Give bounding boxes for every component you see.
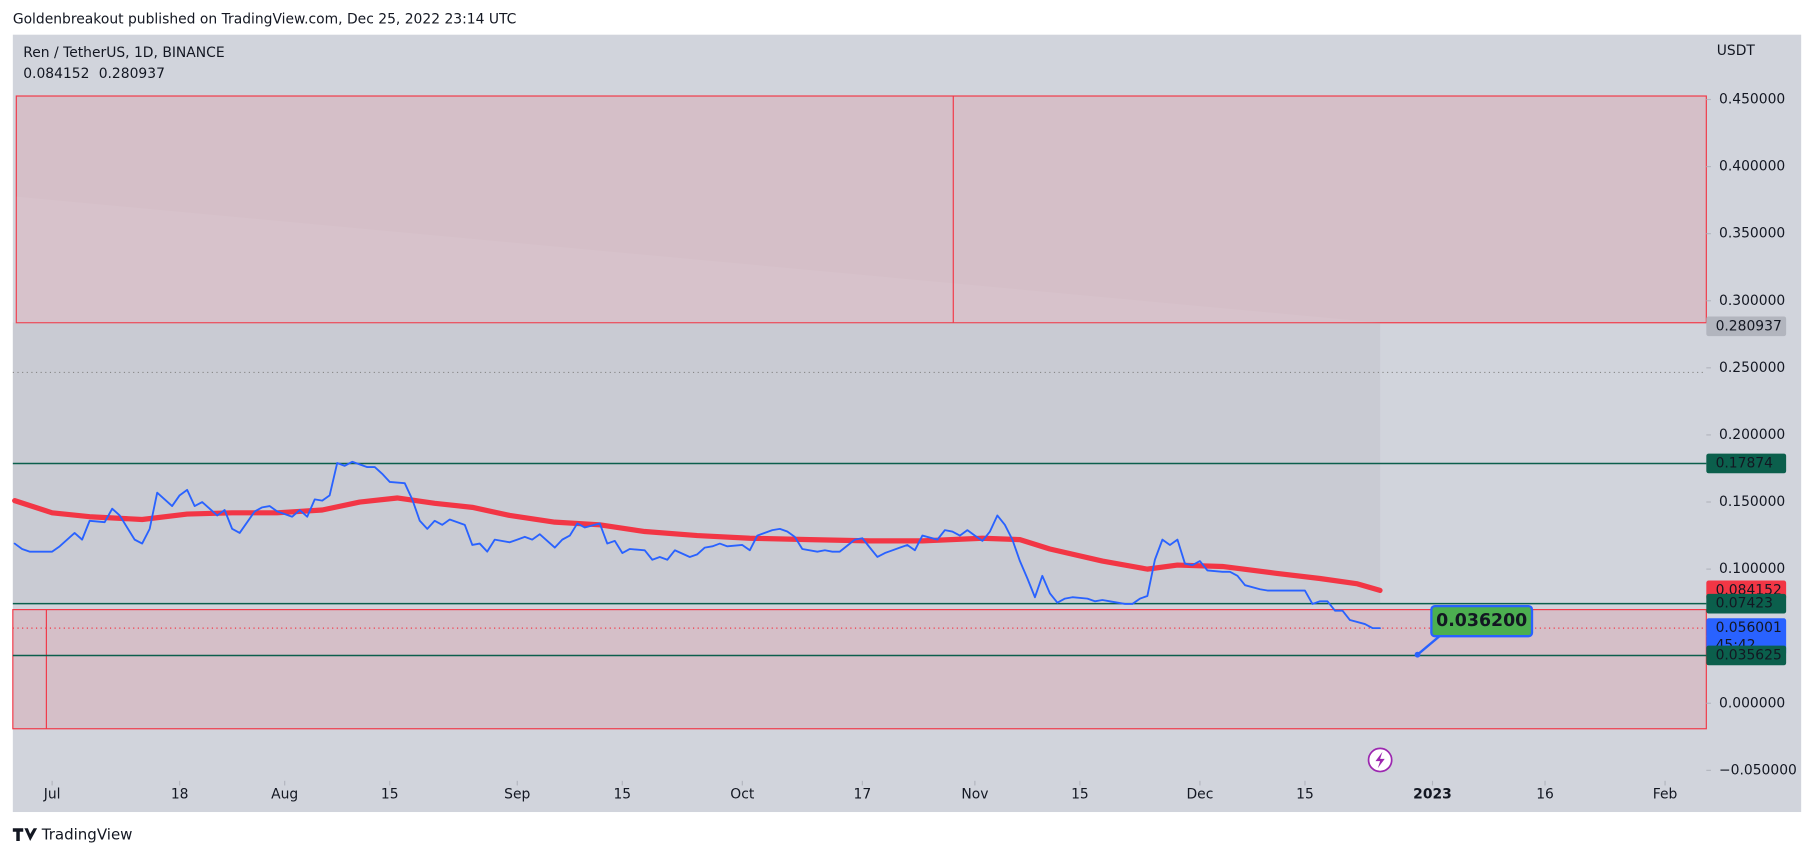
y-tick-label: 0.300000 — [1719, 293, 1785, 309]
x-tick-label: Jul — [43, 787, 61, 803]
callout-label: 0.036200 — [1436, 611, 1527, 631]
y-tick-label: 0.000000 — [1719, 695, 1785, 711]
header-value: 0.084152 — [23, 66, 89, 82]
y-tick-label: 0.150000 — [1719, 494, 1785, 510]
series-line — [13, 460, 1381, 630]
x-tick-label: 16 — [1536, 787, 1554, 803]
x-tick-label: Oct — [730, 787, 755, 803]
callout-pointer — [1416, 635, 1441, 656]
callout-box — [1430, 604, 1534, 638]
x-tick-label: Nov — [961, 787, 988, 803]
y-tick-label: 0.350000 — [1719, 226, 1785, 242]
x-tick-label: 15 — [1071, 787, 1089, 803]
price-label-box — [1706, 645, 1787, 666]
price-label-box — [1706, 453, 1787, 474]
x-tick-label: 18 — [171, 787, 189, 803]
price-label: 0.035625 — [1716, 647, 1782, 663]
price-label: 0.280937 — [1716, 318, 1782, 334]
x-tick-label: Dec — [1187, 787, 1214, 803]
chart-pane — [12, 34, 1802, 813]
series-line — [12, 495, 1383, 594]
y-tick-label: 0.200000 — [1719, 427, 1785, 443]
price-label-box — [1706, 316, 1787, 337]
range-box — [15, 95, 1707, 324]
x-tick-label: Feb — [1653, 787, 1678, 803]
y-tick-label: −0.050000 — [1719, 762, 1797, 778]
range-box — [12, 609, 1707, 730]
price-label-box — [1706, 593, 1787, 614]
y-tick-label: 0.250000 — [1719, 360, 1785, 376]
publisher: Goldenbreakout published on TradingView.… — [13, 12, 517, 28]
callout-point — [1414, 651, 1421, 658]
brand: TradingView — [41, 826, 133, 844]
x-tick-label: 15 — [381, 787, 399, 803]
x-tick-label: 15 — [1296, 787, 1314, 803]
y-tick-label: 0.100000 — [1719, 561, 1785, 577]
price-label: 0.07423 — [1716, 596, 1773, 612]
price-label: 0.17874 — [1716, 455, 1774, 471]
x-tick-label: 17 — [854, 787, 872, 803]
alert-icon[interactable] — [1367, 747, 1393, 773]
header-value: 0.280937 — [99, 66, 165, 82]
price-label: 0.056001 — [1716, 620, 1782, 636]
x-tick-label: 2023 — [1413, 787, 1452, 803]
currency: USDT — [1717, 43, 1756, 59]
y-tick-label: 0.450000 — [1719, 92, 1785, 108]
brand-logo — [12, 828, 38, 841]
symbol-title: Ren / TetherUS, 1D, BINANCE — [23, 45, 224, 61]
x-tick-label: Sep — [504, 787, 530, 803]
x-tick-label: 15 — [613, 787, 631, 803]
x-tick-label: Aug — [271, 787, 298, 803]
y-tick-label: 0.400000 — [1719, 159, 1785, 175]
